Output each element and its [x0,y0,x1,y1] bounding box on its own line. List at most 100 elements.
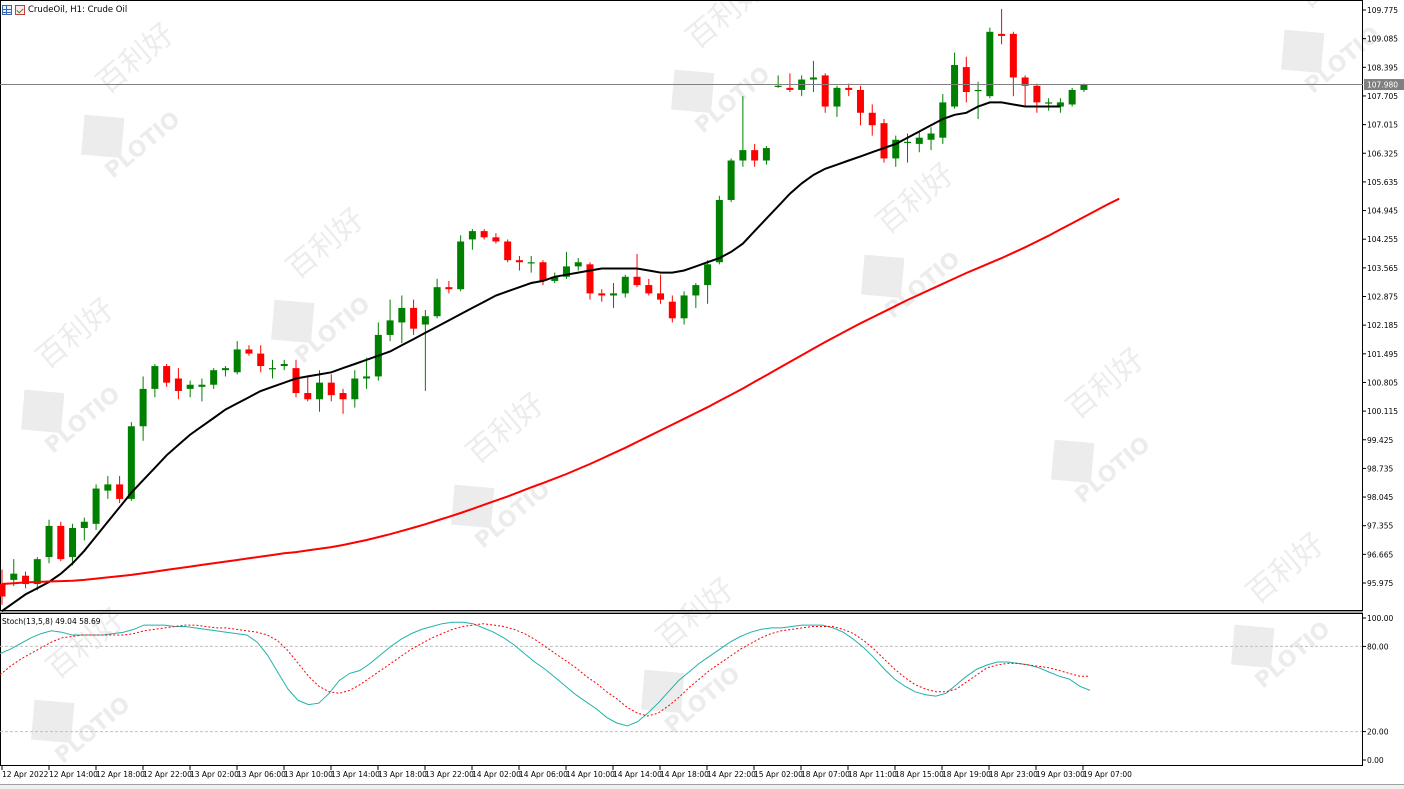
candle-bull [551,276,559,281]
time-tick-label: 18 Apr 15:00 [895,770,944,779]
candle-bull [127,426,135,499]
candle-bear [0,584,6,597]
candle-bear [880,123,888,159]
candle-bear [57,525,65,560]
price-tick-label: 100.115 [1367,407,1398,416]
candle-bull [221,368,229,371]
candle-bull [892,139,900,159]
price-axis[interactable]: 109.775 109.085 108.395 107.705 107.015 106.3… [1362,6,1398,588]
price-tick-label: 104.255 [1367,235,1398,244]
candle-bear [492,237,500,242]
time-tick-label: 12 Apr 18:00 [96,770,145,779]
watermark-logo-shape [1281,29,1325,74]
watermark-logo-shape [31,699,75,744]
time-tick-label: 14 Apr 10:00 [566,770,615,779]
price-tick-label: 109.775 [1367,6,1398,15]
price-tick-label: 102.185 [1367,321,1398,330]
chart-tabs-strip[interactable] [0,784,1404,789]
candle-bull [33,559,41,585]
main-pane-frame [0,0,1363,611]
candle-bull [621,276,629,294]
price-tick-label: 97.355 [1367,522,1393,531]
time-tick-label: 14 Apr 18:00 [660,770,709,779]
price-tick-label: 102.875 [1367,293,1398,302]
candle-bull [986,31,994,97]
chart-title-bar: CrudeOil, H1: Crude Oil [2,3,127,16]
candle-bull [457,241,465,290]
watermark-logo-shape [671,69,715,114]
candle-bull [809,77,817,80]
time-tick-label: 14 Apr 14:00 [613,770,662,779]
price-tick-label: 109.085 [1367,35,1398,44]
time-tick-label: 18 Apr 23:00 [989,770,1038,779]
time-tick-label: 18 Apr 07:00 [801,770,850,779]
candle-bull [386,320,394,335]
symbol-title: CrudeOil, H1: Crude Oil [28,4,128,15]
candle-bull [45,525,53,558]
watermark-cn-text: 百利好 [280,202,371,287]
candle-bear [1021,77,1029,86]
watermark-logo-shape [641,669,685,714]
candle-bear [163,366,171,383]
watermark-cn-text: 百利好 [870,157,961,242]
candle-bear [445,287,453,290]
candle-bear [257,353,265,367]
candle-bull [562,266,570,277]
candles [0,8,1088,605]
candle-bull [233,349,241,373]
watermark-logo-shape [1051,439,1095,484]
candle-bear [22,575,30,585]
candle-bear [633,276,641,286]
stoch-level-lines [0,645,1362,733]
candle-bull [92,488,100,524]
time-tick-label: 18 Apr 11:00 [848,770,897,779]
candle-bear [962,67,970,93]
candle-bull [398,307,406,323]
price-tick-label: 107.015 [1367,121,1398,130]
chart-window-icon[interactable] [2,4,12,15]
chart-properties-icon[interactable] [15,4,25,15]
candle-bull [80,521,88,528]
candle-bull [104,484,112,491]
candle-bear [1033,85,1041,103]
watermark-logo-shape [861,254,905,299]
candle-bull [351,378,359,400]
ma-fast-line [1,101,1061,612]
price-tick-label: 103.565 [1367,264,1398,273]
stochastic-lines [0,621,1091,727]
time-tick-label: 14 Apr 02:00 [472,770,521,779]
candle-bear [504,241,512,261]
price-tick-label: 100.805 [1367,378,1398,387]
candle-bull [151,366,159,389]
watermark-cn-text: 百利好 [460,387,551,472]
stoch-axis: 100.00 80.00 20.00 0.00 [1362,614,1393,765]
price-tick-label: 101.495 [1367,350,1398,359]
candle-bear [1009,33,1017,78]
candle-bear [845,87,853,90]
candle-bear [998,33,1006,36]
candle-bear [410,307,418,329]
time-tick-label: 12 Apr 22:00 [143,770,192,779]
candle-bear [116,484,124,499]
stoch-tick-label: 100.00 [1367,614,1393,623]
candle-bull [727,160,735,200]
candle-bear [751,150,759,161]
watermark-cn-text: 百利好 [680,0,771,56]
candle-bull [927,133,935,140]
candle-bull [974,89,982,92]
stoch-tick-label: 20.00 [1367,728,1389,737]
candle-bull [280,363,288,367]
watermark-cn-text: 百利好 [40,602,131,687]
candle-bull [680,295,688,319]
candle-bear [245,349,253,354]
time-tick-label: 18 Apr 19:00 [942,770,991,779]
